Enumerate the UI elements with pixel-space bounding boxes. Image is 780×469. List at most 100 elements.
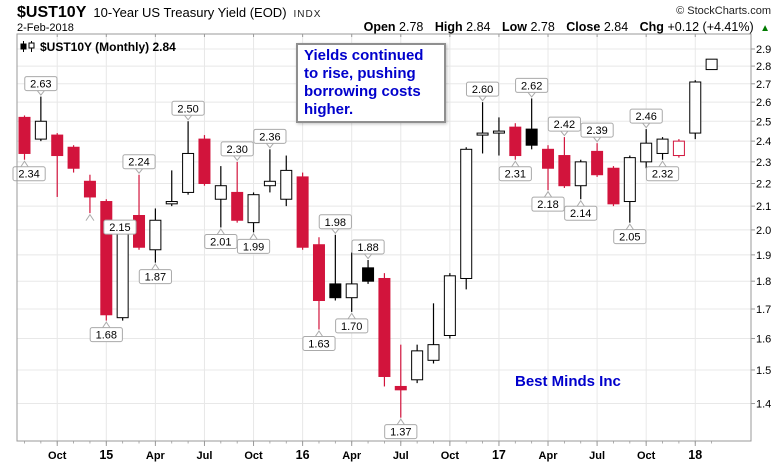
y-axis-label: 1.9 [756, 250, 771, 262]
price-callout: 2.39 [580, 122, 614, 143]
candle [214, 166, 227, 228]
candle [116, 227, 129, 321]
open-value: 2.78 [399, 20, 424, 34]
watermark-text: Best Minds Inc [515, 373, 621, 390]
candle [542, 145, 555, 191]
price-callout: 2.62 [515, 77, 549, 98]
price-callout: 1.63 [302, 330, 336, 351]
svg-text:1.98: 1.98 [325, 217, 346, 229]
candle [411, 344, 424, 384]
candle [672, 139, 685, 158]
svg-text:2.50: 2.50 [177, 103, 198, 115]
price-callout: 1.68 [89, 321, 123, 343]
candle [133, 174, 146, 250]
y-axis-label: 1.7 [756, 304, 771, 316]
svg-text:2.15: 2.15 [109, 222, 130, 234]
candle [656, 137, 669, 160]
svg-text:2.30: 2.30 [226, 144, 247, 156]
price-callout: 2.05 [613, 223, 647, 245]
candlestick-icon [20, 41, 35, 52]
candle [247, 192, 260, 233]
y-axis-label: 1.6 [756, 334, 771, 346]
svg-text:2.46: 2.46 [635, 111, 656, 123]
y-axis-label: 2.2 [756, 178, 771, 190]
candle [705, 58, 718, 71]
exchange-tag: INDX [293, 9, 322, 20]
svg-text:1.70: 1.70 [341, 321, 362, 333]
candle [443, 273, 456, 339]
candle [198, 135, 211, 186]
candle [263, 149, 276, 193]
y-axis-label: 2.7 [756, 79, 771, 91]
x-axis-label: 17 [492, 448, 506, 462]
candle [67, 145, 80, 173]
high-label: High [434, 20, 463, 34]
price-callout: 2.15 [85, 213, 137, 235]
candle [345, 252, 358, 312]
svg-text:2.05: 2.05 [619, 232, 640, 244]
svg-text:1.87: 1.87 [145, 272, 166, 284]
chg-value: +0.12 (+4.41%) [667, 20, 754, 34]
svg-text:2.62: 2.62 [521, 80, 542, 92]
annotation-line: borrowing costs [304, 83, 421, 100]
y-axis-label: 2.6 [756, 97, 771, 109]
candle [558, 137, 571, 188]
y-axis-label: 2.8 [756, 61, 771, 73]
svg-text:2.63: 2.63 [30, 79, 51, 91]
price-callout: 1.99 [236, 232, 271, 254]
x-axis-label: Apr [539, 450, 559, 462]
quote-date: 2-Feb-2018 [17, 22, 74, 34]
annotation-line: to rise, pushing [304, 65, 416, 82]
axes: 2.9 2.8 2.7 2.6 2.5 2.4 2.3 2.2 2.1 2.0 1.9 1.8 1.7 1… [24, 34, 771, 462]
price-callout: 2.24 [122, 154, 156, 175]
open-label: Open [363, 20, 396, 34]
x-axis-label: 18 [688, 448, 702, 462]
svg-text:2.18: 2.18 [537, 199, 558, 211]
y-axis-label: 1.5 [756, 365, 771, 377]
price-callout: 2.63 [24, 76, 58, 96]
candle [492, 117, 505, 156]
svg-text:2.31: 2.31 [505, 169, 526, 181]
y-axis-label: 2.4 [756, 136, 771, 148]
price-callouts: 2.34 2.63 2.15 1.68 2.24 1.87 2.50 2.01 2.30 1.99… [12, 76, 680, 440]
candle [525, 98, 538, 150]
candle [165, 170, 178, 207]
price-callout: 2.60 [465, 81, 500, 102]
candle [34, 96, 47, 142]
annotation-line: Yields continued [304, 47, 424, 64]
candle [182, 121, 195, 195]
y-axis-label: 2.5 [756, 116, 771, 128]
svg-text:1.68: 1.68 [96, 330, 117, 342]
svg-text:2.14: 2.14 [570, 208, 591, 220]
high-value: 2.84 [466, 20, 491, 34]
candle [689, 80, 702, 140]
ohlc-row: Open 2.78 High 2.84 Low 2.78 Close 2.84 … [356, 20, 770, 34]
price-callout: 2.42 [547, 116, 581, 137]
y-axis-label: 2.3 [756, 157, 771, 169]
candle [51, 133, 64, 197]
price-callout: 2.30 [220, 141, 254, 162]
y-axis-label: 1.4 [756, 399, 771, 411]
title-row: $UST10Y 10-Year US Treasury Yield (EOD) IN… [17, 4, 321, 22]
candle [83, 174, 96, 214]
candle [591, 143, 604, 177]
svg-text:1.37: 1.37 [390, 427, 411, 439]
x-axis-label: Oct [48, 450, 67, 462]
x-axis-label: Oct [637, 450, 656, 462]
price-callout: 1.98 [318, 214, 352, 235]
x-axis-label: Apr [342, 450, 362, 462]
low-value: 2.78 [530, 20, 555, 34]
price-callout: 2.18 [531, 190, 565, 212]
x-axis-label: Apr [146, 450, 166, 462]
candle [18, 115, 31, 160]
legend-label: $UST10Y (Monthly) 2.84 [40, 40, 176, 54]
y-axis-label: 2.0 [756, 225, 771, 237]
up-triangle-icon: ▲ [760, 23, 770, 34]
candle [623, 155, 636, 223]
candle [460, 147, 473, 290]
candle [574, 159, 587, 200]
candle [100, 199, 113, 321]
svg-text:2.34: 2.34 [18, 169, 39, 181]
